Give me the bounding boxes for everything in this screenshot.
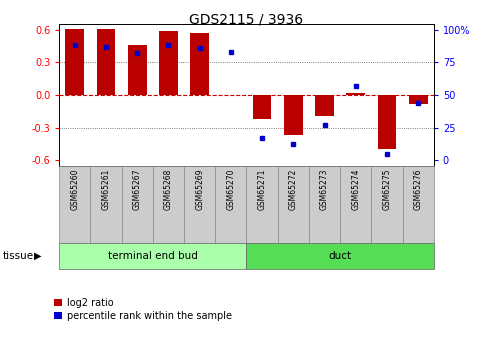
Bar <box>371 166 403 243</box>
Bar <box>284 95 303 135</box>
Text: GSM65274: GSM65274 <box>352 169 360 210</box>
Bar <box>347 93 365 95</box>
Bar <box>246 243 434 269</box>
Text: GSM65270: GSM65270 <box>226 169 235 210</box>
Bar <box>409 95 427 104</box>
Text: GSM65275: GSM65275 <box>383 169 391 210</box>
Text: GSM65272: GSM65272 <box>289 169 298 210</box>
Bar <box>122 166 153 243</box>
Bar <box>90 166 122 243</box>
Text: GSM65260: GSM65260 <box>70 169 79 210</box>
Bar <box>309 166 340 243</box>
Text: GSM65271: GSM65271 <box>258 169 267 210</box>
Bar <box>190 33 209 95</box>
Bar <box>315 95 334 116</box>
Text: GSM65269: GSM65269 <box>195 169 204 210</box>
Bar <box>59 166 90 243</box>
Text: GDS2115 / 3936: GDS2115 / 3936 <box>189 12 304 26</box>
Text: duct: duct <box>329 251 352 261</box>
Bar <box>66 29 84 95</box>
Text: GSM65268: GSM65268 <box>164 169 173 210</box>
Text: ▶: ▶ <box>34 251 41 261</box>
Bar <box>378 95 396 149</box>
Bar <box>215 166 246 243</box>
Bar <box>159 31 178 95</box>
Bar <box>128 45 146 95</box>
Bar <box>153 166 184 243</box>
Bar <box>253 95 272 119</box>
Text: GSM65261: GSM65261 <box>102 169 110 210</box>
Legend: log2 ratio, percentile rank within the sample: log2 ratio, percentile rank within the s… <box>54 298 232 321</box>
Bar <box>97 29 115 95</box>
Text: GSM65267: GSM65267 <box>133 169 141 210</box>
Bar <box>246 166 278 243</box>
Text: tissue: tissue <box>2 251 34 261</box>
Bar <box>59 243 246 269</box>
Text: GSM65273: GSM65273 <box>320 169 329 210</box>
Text: GSM65276: GSM65276 <box>414 169 423 210</box>
Bar <box>340 166 371 243</box>
Bar <box>403 166 434 243</box>
Bar <box>278 166 309 243</box>
Text: terminal end bud: terminal end bud <box>108 251 198 261</box>
Bar <box>184 166 215 243</box>
